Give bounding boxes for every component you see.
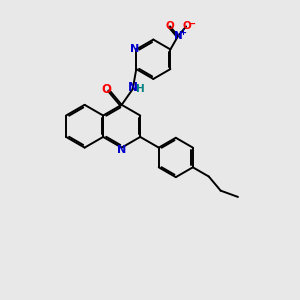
Text: N: N [174, 31, 182, 41]
Text: N: N [117, 145, 126, 155]
Text: +: + [179, 28, 186, 37]
Text: O: O [183, 21, 191, 31]
Text: −: − [188, 19, 196, 29]
Text: N: N [130, 44, 140, 54]
Text: O: O [101, 82, 111, 96]
Text: N: N [128, 81, 138, 94]
Text: H: H [136, 84, 145, 94]
Text: O: O [165, 22, 174, 32]
